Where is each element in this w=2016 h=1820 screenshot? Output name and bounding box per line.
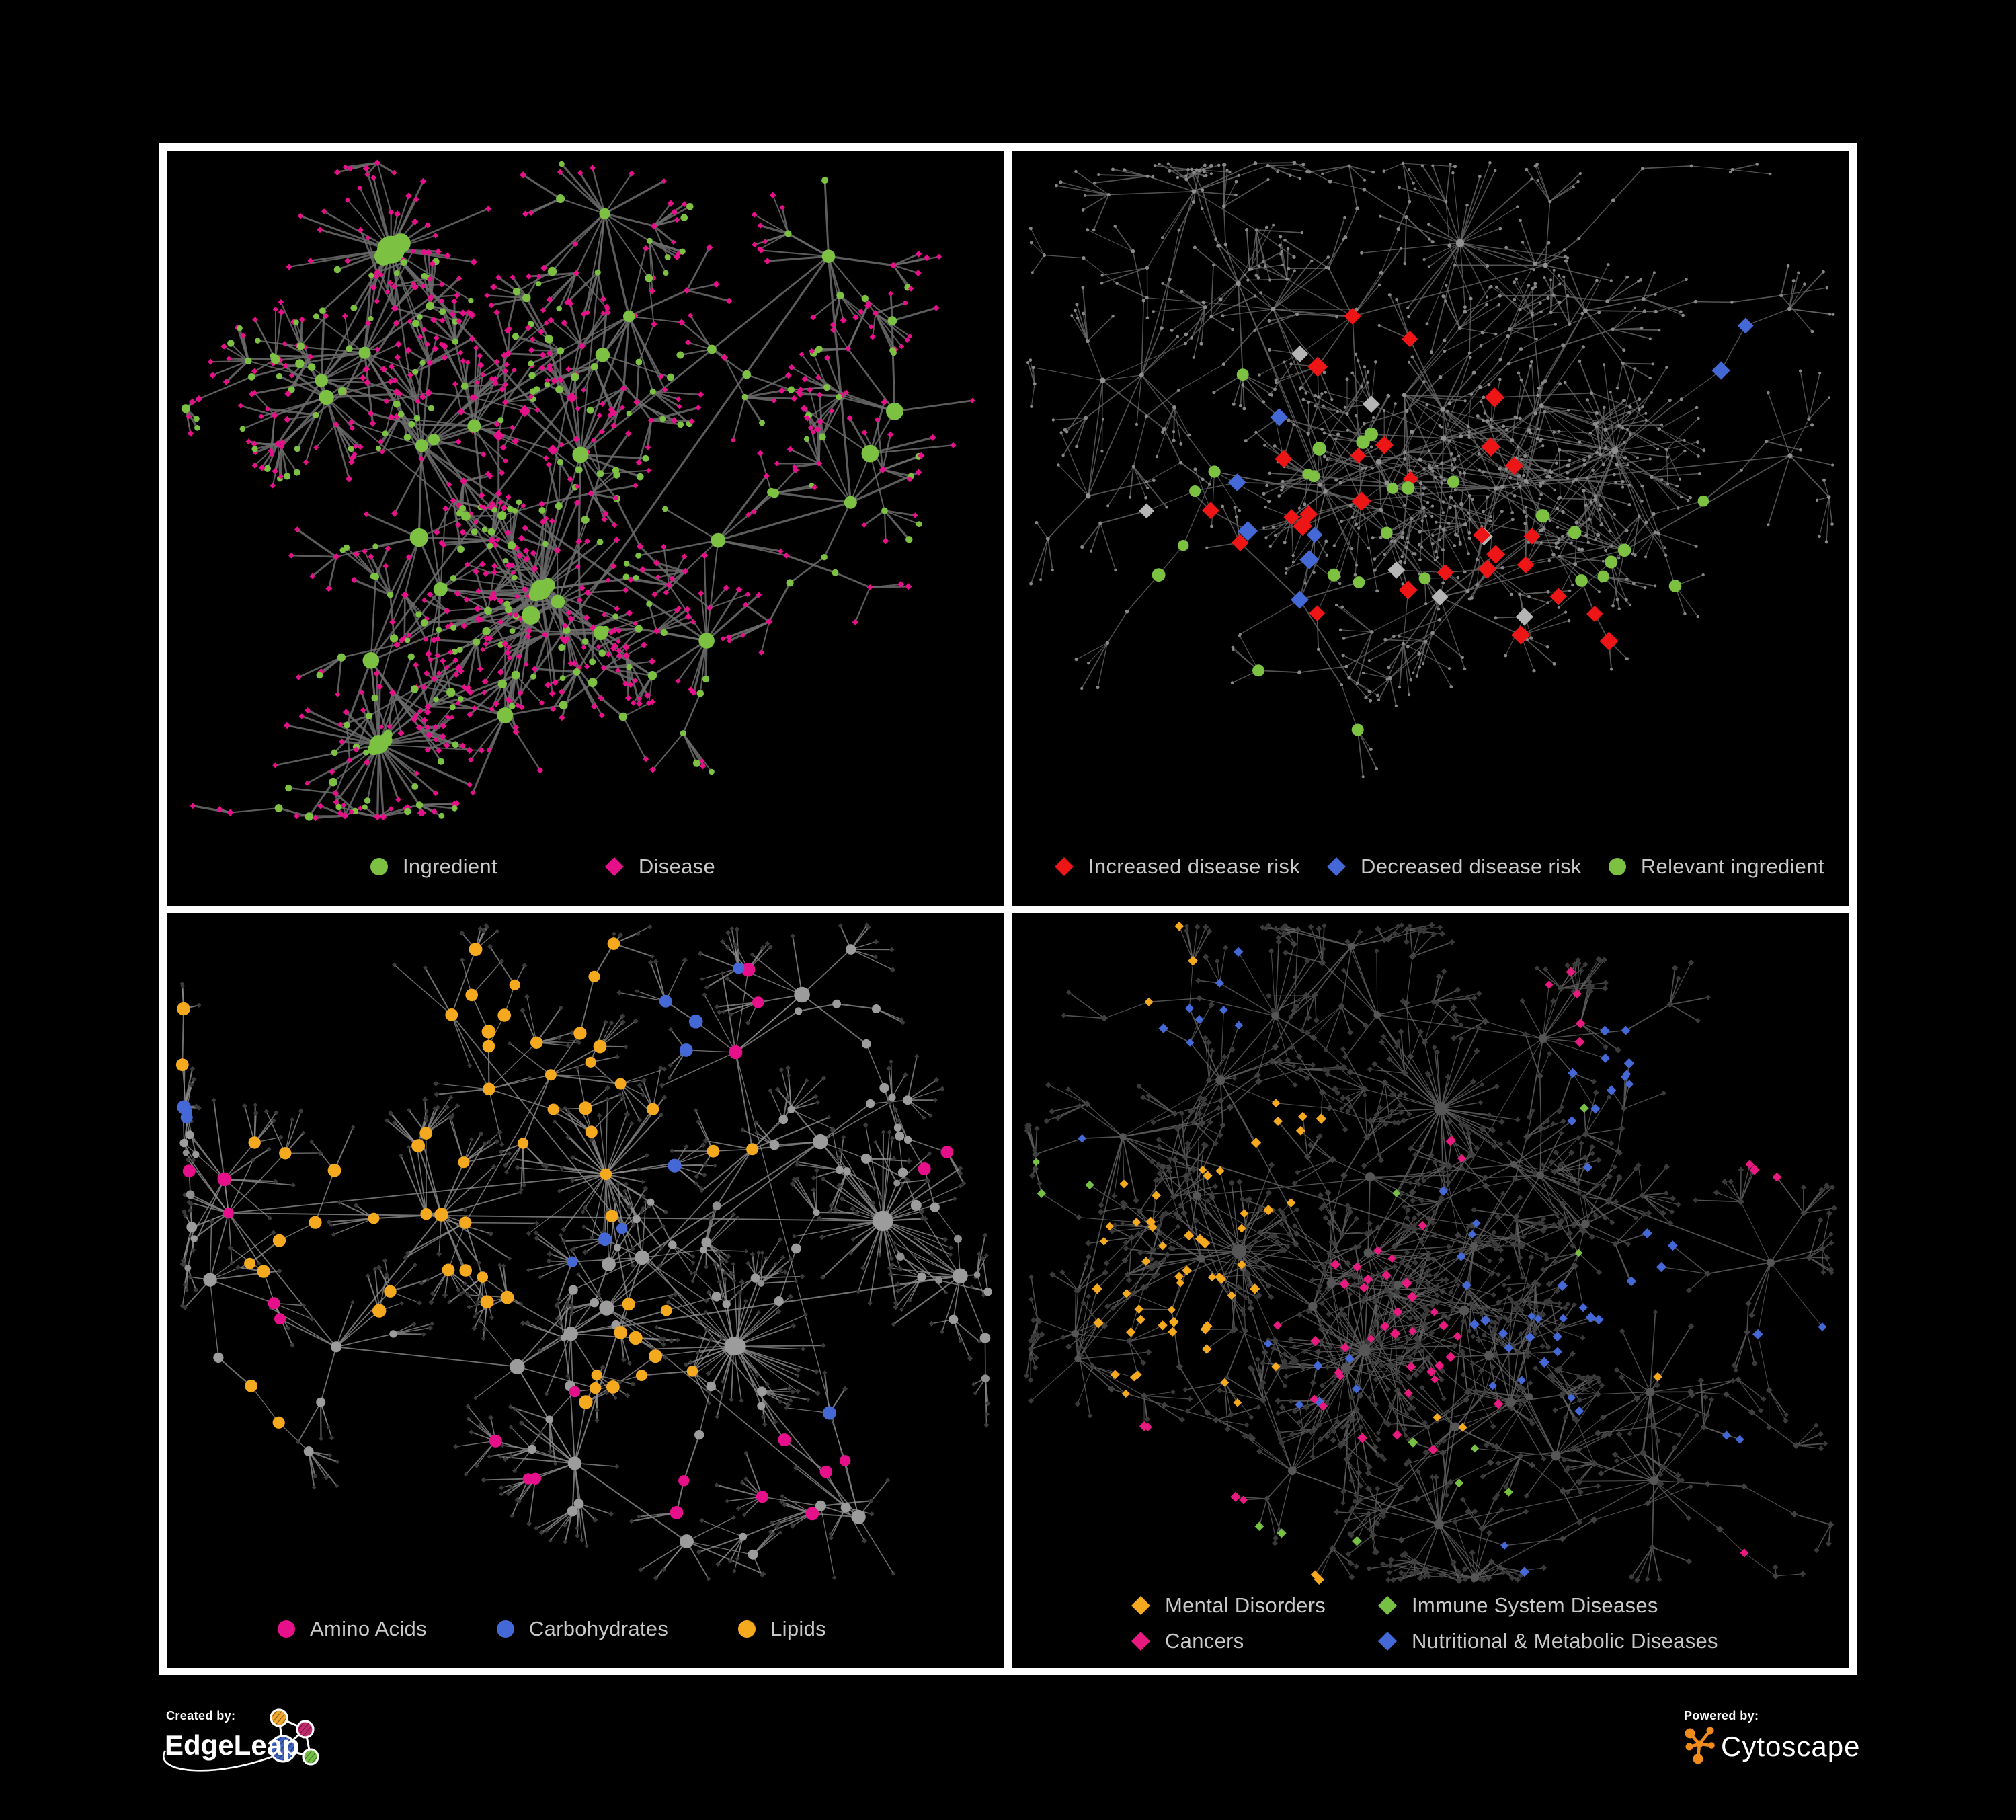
created-by-label: Created by:	[166, 1709, 236, 1723]
legend-item-mental-disorders: Mental Disorders	[1131, 1593, 1378, 1618]
legend-label: Cancers	[1165, 1629, 1244, 1653]
panel-disease-category-network: Mental Disorders Immune System Diseases Ca…	[1012, 913, 1849, 1668]
legend-ingredient-disease: Ingredient Disease	[370, 855, 715, 879]
diamond-icon	[1131, 1632, 1150, 1651]
edgeleap-node-orange-icon	[270, 1708, 288, 1727]
legend-item-increased-disease-risk: Increased disease risk	[1055, 855, 1300, 879]
diamond-icon	[604, 857, 624, 876]
legend-item-nutritional-metabolic-diseases: Nutritional & Metabolic Diseases	[1378, 1629, 1718, 1653]
edgeleap-wordmark: EdgeLeap	[165, 1729, 300, 1761]
panel-disease-risk-network: Increased disease risk Decreased disease …	[1012, 151, 1849, 906]
legend-label: Relevant ingredient	[1640, 855, 1824, 878]
legend-item-carbohydrates: Carbohydrates	[496, 1617, 669, 1641]
legend-item-decreased-disease-risk: Decreased disease risk	[1327, 855, 1582, 879]
diamond-icon	[1131, 1596, 1150, 1615]
legend-row: Mental Disorders Immune System Diseases	[1131, 1593, 1718, 1618]
diamond-icon	[1378, 1632, 1397, 1651]
legend-label: Disease	[638, 855, 715, 878]
panel-ingredient-disease-network: Ingredient Disease	[167, 151, 1004, 906]
legend-label: Mental Disorders	[1165, 1593, 1326, 1617]
legend-label: Ingredient	[403, 855, 497, 878]
legend-label: Immune System Diseases	[1412, 1593, 1658, 1617]
legend-item-ingredient: Ingredient	[370, 855, 497, 879]
powered-by-brand: Powered by: Cytoscape	[1679, 1704, 1901, 1791]
cytoscape-wordmark: Cytoscape	[1721, 1731, 1861, 1762]
legend-label: Nutritional & Metabolic Diseases	[1412, 1629, 1718, 1653]
circle-icon	[1608, 858, 1626, 875]
legend-label: Carbohydrates	[528, 1617, 669, 1640]
legend-row: Amino Acids Carbohydrates Lipids	[278, 1617, 826, 1641]
diamond-icon	[1378, 1596, 1397, 1615]
legend-disease-risk: Increased disease risk Decreased disease …	[1055, 855, 1824, 879]
legend-label: Decreased disease risk	[1361, 855, 1582, 878]
network-graph-disease-categories	[1024, 921, 1838, 1585]
powered-by-label: Powered by:	[1684, 1709, 1759, 1723]
legend-label: Increased disease risk	[1088, 855, 1301, 878]
legend-label: Amino Acids	[310, 1617, 427, 1640]
legend-item-amino-acids: Amino Acids	[278, 1617, 427, 1641]
network-graph-disease-risk	[1026, 161, 1835, 779]
legend-label: Lipids	[770, 1617, 826, 1640]
legend-row: Ingredient Disease	[370, 855, 715, 879]
panel-macronutrient-network: Amino Acids Carbohydrates Lipids	[167, 913, 1004, 1668]
legend-disease-categories: Mental Disorders Immune System Diseases Ca…	[1131, 1593, 1718, 1653]
edgeleap-node-green-icon	[302, 1748, 319, 1766]
legend-item-cancers: Cancers	[1131, 1629, 1378, 1653]
legend-item-relevant-ingredient: Relevant ingredient	[1608, 855, 1824, 879]
diamond-icon	[1327, 857, 1346, 876]
legend-row: Increased disease risk Decreased disease …	[1055, 855, 1824, 879]
diamond-icon	[1055, 857, 1074, 876]
network-graph-macronutrients	[175, 922, 992, 1581]
network-graph-ingredient-disease	[181, 159, 975, 822]
legend-item-disease: Disease	[604, 855, 715, 879]
created-by-brand: Created by: EdgeLeap	[161, 1704, 390, 1791]
circle-icon	[370, 858, 388, 875]
legend-row: Cancers Nutritional & Metabolic Diseases	[1131, 1629, 1718, 1653]
circle-icon	[738, 1620, 756, 1638]
legend-item-immune-system-diseases: Immune System Diseases	[1378, 1593, 1658, 1618]
circle-icon	[496, 1620, 514, 1638]
cytoscape-logo-icon	[1685, 1727, 1715, 1764]
legend-macronutrients: Amino Acids Carbohydrates Lipids	[278, 1617, 826, 1641]
legend-item-lipids: Lipids	[738, 1617, 826, 1641]
circle-icon	[278, 1620, 295, 1638]
panels-grid: Ingredient Disease Increased disease risk…	[159, 143, 1857, 1675]
